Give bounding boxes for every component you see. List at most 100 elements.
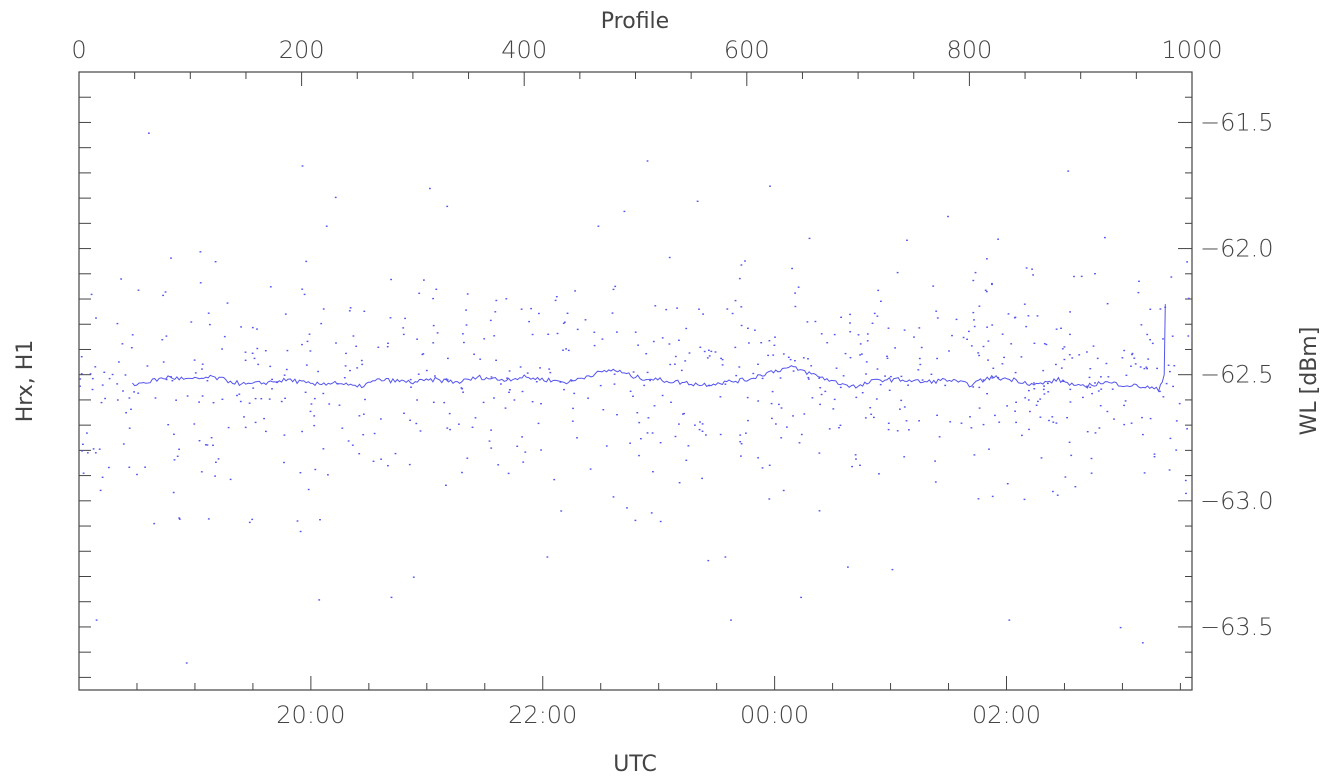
data-point xyxy=(744,260,746,262)
data-point xyxy=(265,430,267,433)
data-point xyxy=(1043,393,1046,395)
data-point xyxy=(360,359,363,362)
data-point xyxy=(859,354,861,356)
data-point xyxy=(493,397,495,399)
data-point xyxy=(903,456,906,458)
bottom-tick-label: 00:00 xyxy=(740,701,809,729)
data-point xyxy=(1137,291,1140,294)
data-point xyxy=(198,440,201,442)
data-point xyxy=(978,407,981,409)
data-point xyxy=(680,369,683,372)
data-point xyxy=(201,395,204,397)
data-point xyxy=(269,365,272,368)
data-point xyxy=(553,478,556,481)
data-point xyxy=(1068,441,1071,443)
data-point xyxy=(1089,386,1092,388)
data-point xyxy=(325,225,328,227)
data-point xyxy=(322,448,325,450)
data-point xyxy=(960,422,963,424)
data-point xyxy=(461,471,463,474)
data-point xyxy=(936,414,938,416)
data-point xyxy=(802,357,805,359)
data-point xyxy=(509,389,511,391)
data-point xyxy=(108,466,110,469)
data-point xyxy=(443,401,446,404)
data-point xyxy=(178,517,181,519)
data-point xyxy=(362,434,365,436)
bottom-tick-label: 02:00 xyxy=(972,701,1041,729)
data-point xyxy=(724,383,727,385)
data-point xyxy=(903,329,906,331)
data-point xyxy=(982,423,985,426)
data-point xyxy=(101,384,104,386)
data-point xyxy=(389,317,392,319)
data-point xyxy=(705,434,707,436)
data-point xyxy=(466,457,469,459)
data-point xyxy=(1104,236,1106,239)
data-point xyxy=(445,484,447,486)
data-point xyxy=(271,388,273,390)
data-point xyxy=(746,396,749,399)
data-point xyxy=(1069,311,1071,313)
data-point xyxy=(497,464,500,466)
data-point xyxy=(869,407,872,409)
data-point xyxy=(745,432,747,434)
data-point xyxy=(153,522,156,525)
data-point xyxy=(415,422,418,425)
data-point xyxy=(507,472,510,475)
data-point xyxy=(178,518,181,520)
data-point xyxy=(447,357,449,360)
data-point xyxy=(1138,280,1140,282)
data-point xyxy=(122,390,124,392)
data-point xyxy=(198,401,200,403)
data-point xyxy=(207,312,210,314)
data-point xyxy=(362,413,365,415)
data-point xyxy=(1001,333,1004,335)
data-point xyxy=(1125,374,1128,376)
data-point xyxy=(268,398,271,400)
data-point xyxy=(913,336,915,338)
data-point xyxy=(1003,356,1005,359)
data-point xyxy=(567,349,570,352)
data-point xyxy=(668,256,671,259)
data-point xyxy=(674,363,676,365)
data-point xyxy=(314,468,317,471)
data-point xyxy=(1143,472,1146,474)
data-point xyxy=(696,200,699,202)
data-point xyxy=(248,521,251,524)
data-point xyxy=(1074,486,1077,488)
data-point xyxy=(322,392,325,395)
data-point xyxy=(665,308,668,311)
data-point xyxy=(240,326,242,328)
data-point xyxy=(932,285,935,287)
data-point xyxy=(458,423,460,425)
data-point xyxy=(445,378,448,380)
data-point xyxy=(408,463,411,466)
bottom-axis-title: UTC xyxy=(613,752,657,777)
data-point xyxy=(949,421,952,423)
data-point xyxy=(851,465,853,468)
data-point xyxy=(1107,376,1110,378)
data-point xyxy=(650,512,653,514)
top-tick-label: 0 xyxy=(71,36,86,64)
data-point xyxy=(1175,449,1178,451)
data-point xyxy=(79,378,82,380)
data-point xyxy=(244,426,247,429)
top-tick-label: 400 xyxy=(501,36,547,64)
data-point xyxy=(589,468,592,470)
data-point xyxy=(930,373,933,375)
data-point xyxy=(1098,427,1101,429)
data-point xyxy=(1001,363,1004,365)
data-point xyxy=(1099,405,1102,407)
data-point xyxy=(124,374,127,376)
data-point xyxy=(1052,490,1054,493)
data-point xyxy=(1143,367,1146,370)
data-point xyxy=(283,461,285,464)
data-point xyxy=(1133,357,1136,359)
data-point xyxy=(973,454,976,456)
data-point xyxy=(972,279,975,282)
data-point xyxy=(992,367,995,369)
data-point xyxy=(1023,303,1026,305)
data-point xyxy=(199,251,202,253)
data-point xyxy=(1021,434,1023,437)
